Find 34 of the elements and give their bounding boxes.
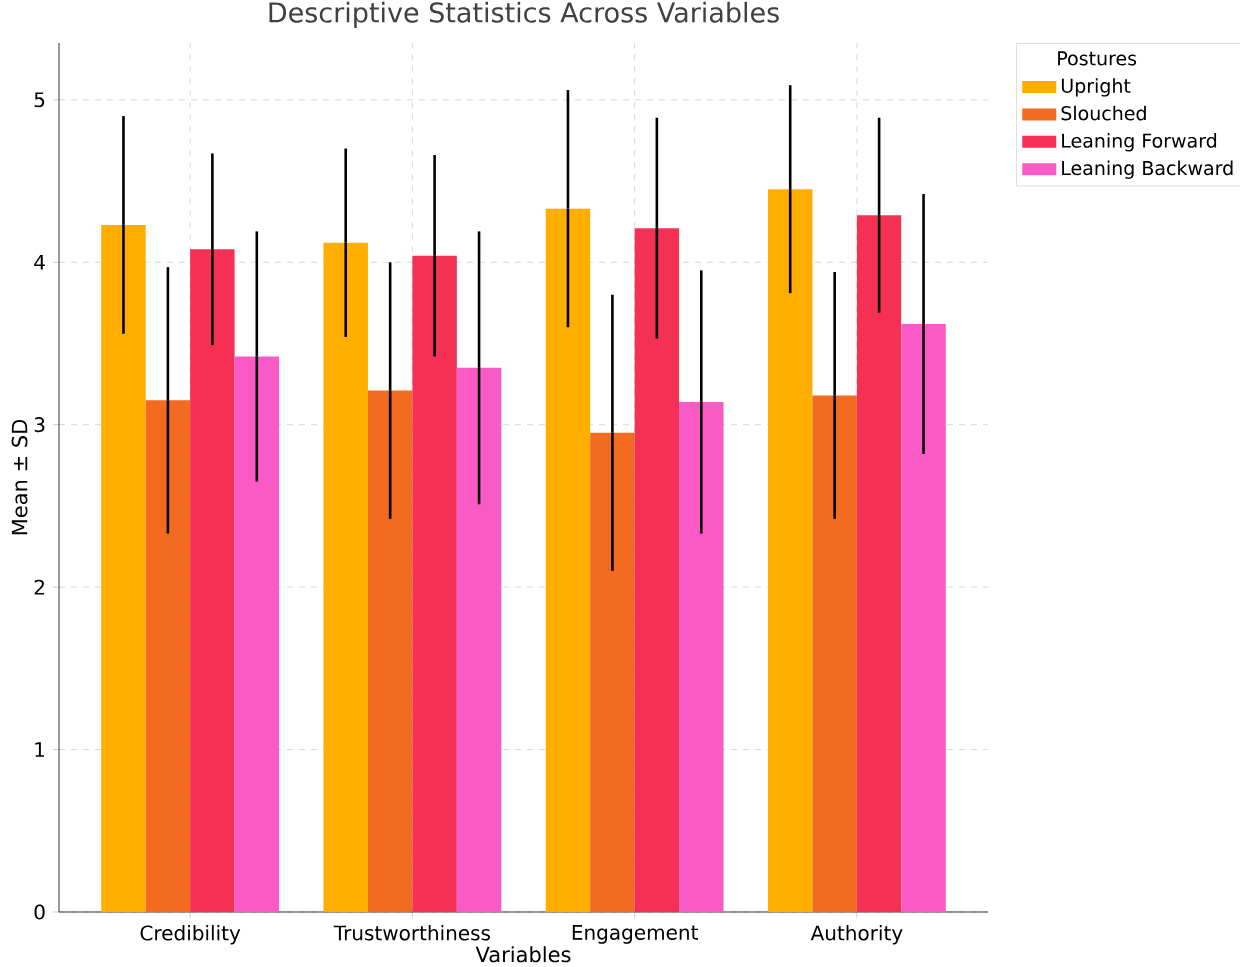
- legend-title: Postures: [1058, 51, 1137, 66]
- bar: [323, 242, 368, 912]
- legend-label: Upright: [1061, 78, 1131, 97]
- legend-label: Slouched: [1061, 105, 1146, 121]
- y-tick-label: 3: [34, 417, 45, 433]
- bar: [901, 323, 946, 912]
- bar: [190, 249, 235, 912]
- x-tick-label: Authority: [810, 925, 903, 945]
- bar: [812, 395, 857, 912]
- chart-title: Descriptive Statistics Across Variables: [269, 1, 779, 28]
- bar: [767, 189, 813, 912]
- bar: [634, 228, 680, 912]
- bar: [545, 208, 591, 912]
- bar: [456, 367, 502, 912]
- x-axis-title: Variables: [475, 946, 571, 963]
- y-tick-label: 5: [34, 92, 45, 108]
- bar: [856, 215, 902, 912]
- bar: [412, 255, 457, 912]
- y-tick-label: 0: [34, 904, 45, 920]
- bar: [101, 224, 146, 912]
- bar: [367, 390, 413, 912]
- x-tick-label: Engagement: [572, 925, 698, 944]
- x-tick-label: Trustworthiness: [333, 925, 491, 941]
- y-axis-title: Mean ± SD: [11, 419, 28, 535]
- bar: [234, 356, 280, 912]
- y-tick-label: 2: [34, 579, 44, 595]
- x-tick-label: Credibility: [140, 925, 241, 945]
- bar: [679, 401, 724, 912]
- legend-label: Leaning Backward: [1062, 160, 1233, 179]
- bar: [145, 400, 191, 912]
- legend-label: Leaning Forward: [1062, 133, 1217, 152]
- y-tick-label: 1: [35, 742, 45, 757]
- bar: [590, 432, 635, 912]
- y-tick-label: 4: [34, 254, 45, 270]
